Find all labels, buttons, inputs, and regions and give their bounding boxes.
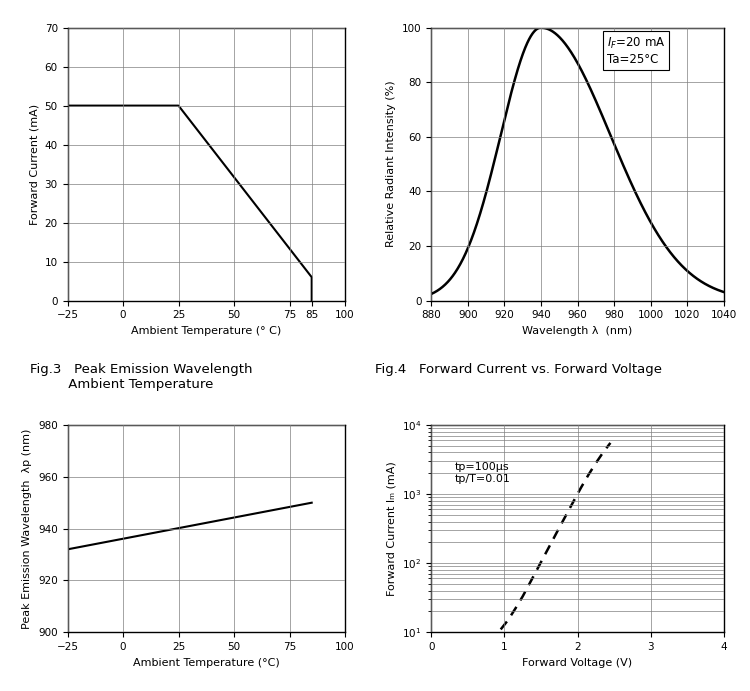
Y-axis label: Forward Current Iₘ (mA): Forward Current Iₘ (mA) [386,461,397,596]
Text: $I_F$=20 mA
Ta=25°C: $I_F$=20 mA Ta=25°C [607,36,665,66]
Text: Fig.3   Peak Emission Wavelength
         Ambient Temperature: Fig.3 Peak Emission Wavelength Ambient T… [30,363,253,391]
Text: tp=100μs
tp/T=0.01: tp=100μs tp/T=0.01 [454,462,511,484]
Text: Fig.4   Forward Current vs. Forward Voltage: Fig.4 Forward Current vs. Forward Voltag… [375,363,662,376]
Y-axis label: Relative Radiant Intensity (%): Relative Radiant Intensity (%) [386,81,396,247]
Y-axis label: Peak Emission Wavelength  λp (nm): Peak Emission Wavelength λp (nm) [22,428,32,629]
X-axis label: Ambient Temperature (°C): Ambient Temperature (°C) [133,658,280,668]
Y-axis label: Forward Current (mA): Forward Current (mA) [29,104,39,225]
X-axis label: Ambient Temperature (° C): Ambient Temperature (° C) [131,326,281,336]
X-axis label: Forward Voltage (V): Forward Voltage (V) [523,658,632,668]
X-axis label: Wavelength λ  (nm): Wavelength λ (nm) [522,326,632,336]
